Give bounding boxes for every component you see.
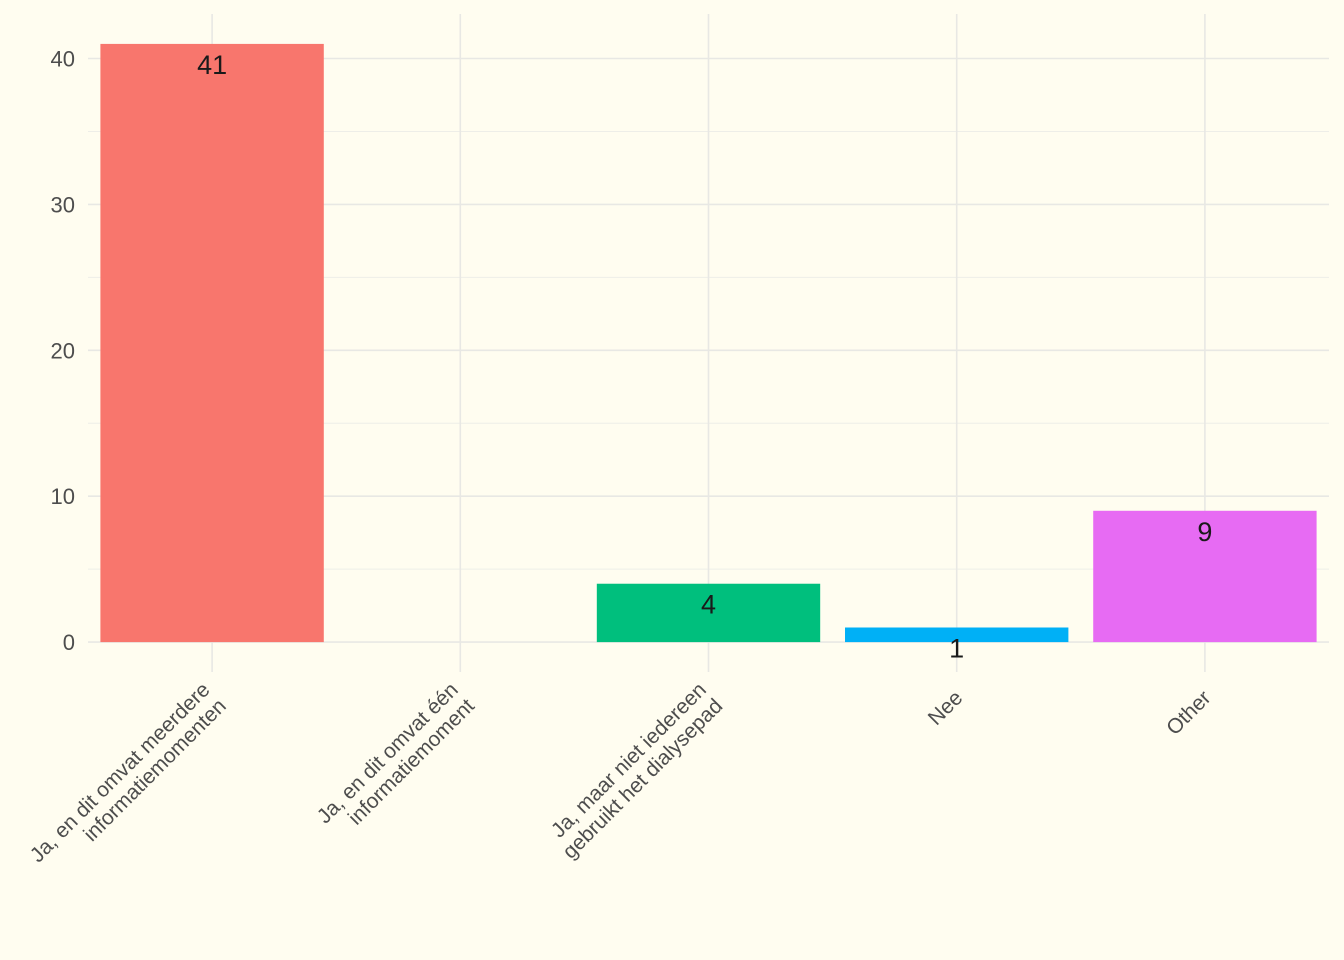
x-tick-label-line: Ja, en dit omvat één: [313, 678, 463, 828]
x-tick-label-group: Ja, maar niet iedereengebruikt het dialy…: [542, 678, 727, 863]
x-tick-label-line: Ja, en dit omvat meerdere: [26, 678, 215, 867]
bar: [1093, 510, 1317, 643]
x-tick-label: Ja, maar niet iedereengebruikt het dialy…: [542, 678, 727, 863]
data-label: 41: [197, 50, 227, 80]
y-tick-label: 30: [51, 192, 75, 217]
x-tick-label-line: Other: [1162, 686, 1215, 739]
x-tick-label-line: gebruikt het dialysepad: [558, 694, 727, 863]
x-tick-label-group: Other: [1162, 686, 1215, 739]
x-tick-label-group: Nee: [924, 686, 968, 730]
x-tick-label-line: Ja, maar niet iedereen: [547, 678, 711, 842]
data-label: 4: [701, 590, 716, 620]
data-label: 1: [949, 634, 964, 664]
x-axis-ticks: Ja, en dit omvat meerdereinformatiemomen…: [26, 678, 1216, 883]
y-axis-ticks: 0 10 20 30 40: [51, 46, 75, 655]
x-tick-label-line: Nee: [924, 686, 968, 730]
x-tick-label: Nee: [924, 686, 968, 730]
y-tick-label: 10: [51, 484, 75, 509]
bar: [100, 43, 324, 643]
y-tick-label: 20: [51, 338, 75, 363]
bar: [596, 583, 821, 643]
x-tick-label: Other: [1162, 686, 1215, 739]
x-tick-label: Ja, en dit omvat ééninformatiemoment: [313, 678, 479, 844]
bars: [100, 43, 1317, 643]
y-tick-label: 40: [51, 46, 75, 71]
data-label: 9: [1197, 517, 1212, 547]
x-tick-label: Ja, en dit omvat meerdereinformatiemomen…: [26, 678, 231, 883]
x-tick-label-line: informatiemomenten: [79, 694, 231, 846]
bar: [845, 627, 1069, 643]
x-tick-label-group: Ja, en dit omvat ééninformatiemoment: [313, 678, 479, 844]
x-tick-label-group: Ja, en dit omvat meerdereinformatiemomen…: [26, 678, 231, 883]
y-tick-label: 0: [63, 630, 75, 655]
